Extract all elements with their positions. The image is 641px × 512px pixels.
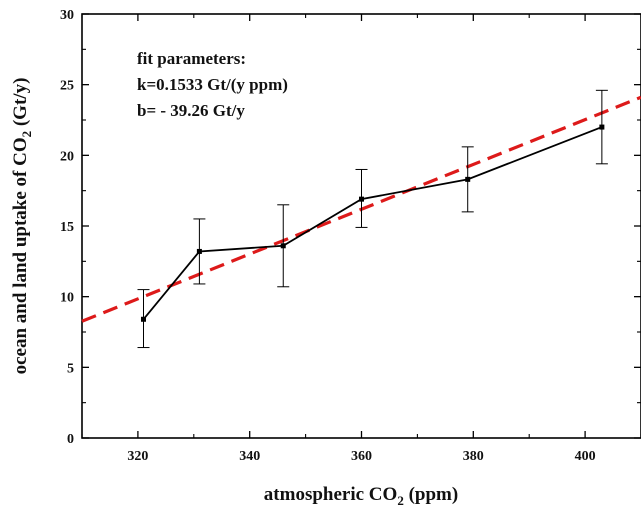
x-tick-label: 400 [575, 449, 596, 464]
y-tick-label: 5 [67, 361, 74, 376]
x-axis-title-subscript: 2 [397, 493, 404, 508]
data-point [196, 248, 202, 254]
x-tick-label: 320 [127, 449, 148, 464]
data-point [280, 243, 286, 249]
y-tick-labels: 0 5 10 15 20 25 30 [60, 8, 74, 447]
data-point [359, 196, 364, 202]
data-point [599, 124, 605, 130]
annotation-line-2: k=0.1533 Gt/(y ppm) [137, 75, 288, 94]
data-point [140, 316, 146, 322]
y-axis-title-main: ocean and land uptake of CO [10, 137, 31, 374]
x-tick-label: 380 [463, 449, 484, 464]
y-tick-label: 20 [60, 149, 74, 164]
y-tick-label: 25 [60, 79, 74, 94]
y-axis-title: ocean and land uptake of CO2 (Gt/y) [10, 78, 34, 375]
y-tick-label: 0 [67, 432, 74, 447]
annotation-line-3: b= - 39.26 Gt/y [137, 101, 245, 120]
y-axis-title-rest: (Gt/y) [10, 78, 31, 131]
data-point [465, 176, 471, 182]
axis-ticks [81, 13, 641, 439]
x-tick-label: 340 [239, 449, 260, 464]
data-series-layer [137, 89, 608, 349]
annotation-line-1: fit parameters: [137, 49, 246, 68]
x-axis-title-main: atmospheric CO [264, 484, 398, 505]
y-tick-label: 30 [60, 8, 74, 23]
y-axis-title-subscript: 2 [19, 131, 34, 138]
x-tick-labels: 320 340 360 380 400 [127, 449, 595, 464]
fit-parameters-annotation: fit parameters: k=0.1533 Gt/(y ppm) b= -… [137, 49, 288, 120]
y-tick-label: 10 [60, 291, 74, 306]
data-line [142, 126, 603, 320]
x-axis-title: atmospheric CO2 (ppm) [264, 484, 458, 508]
y-tick-label: 15 [60, 220, 74, 235]
x-tick-label: 360 [351, 449, 372, 464]
x-axis-title-rest: (ppm) [404, 484, 458, 505]
